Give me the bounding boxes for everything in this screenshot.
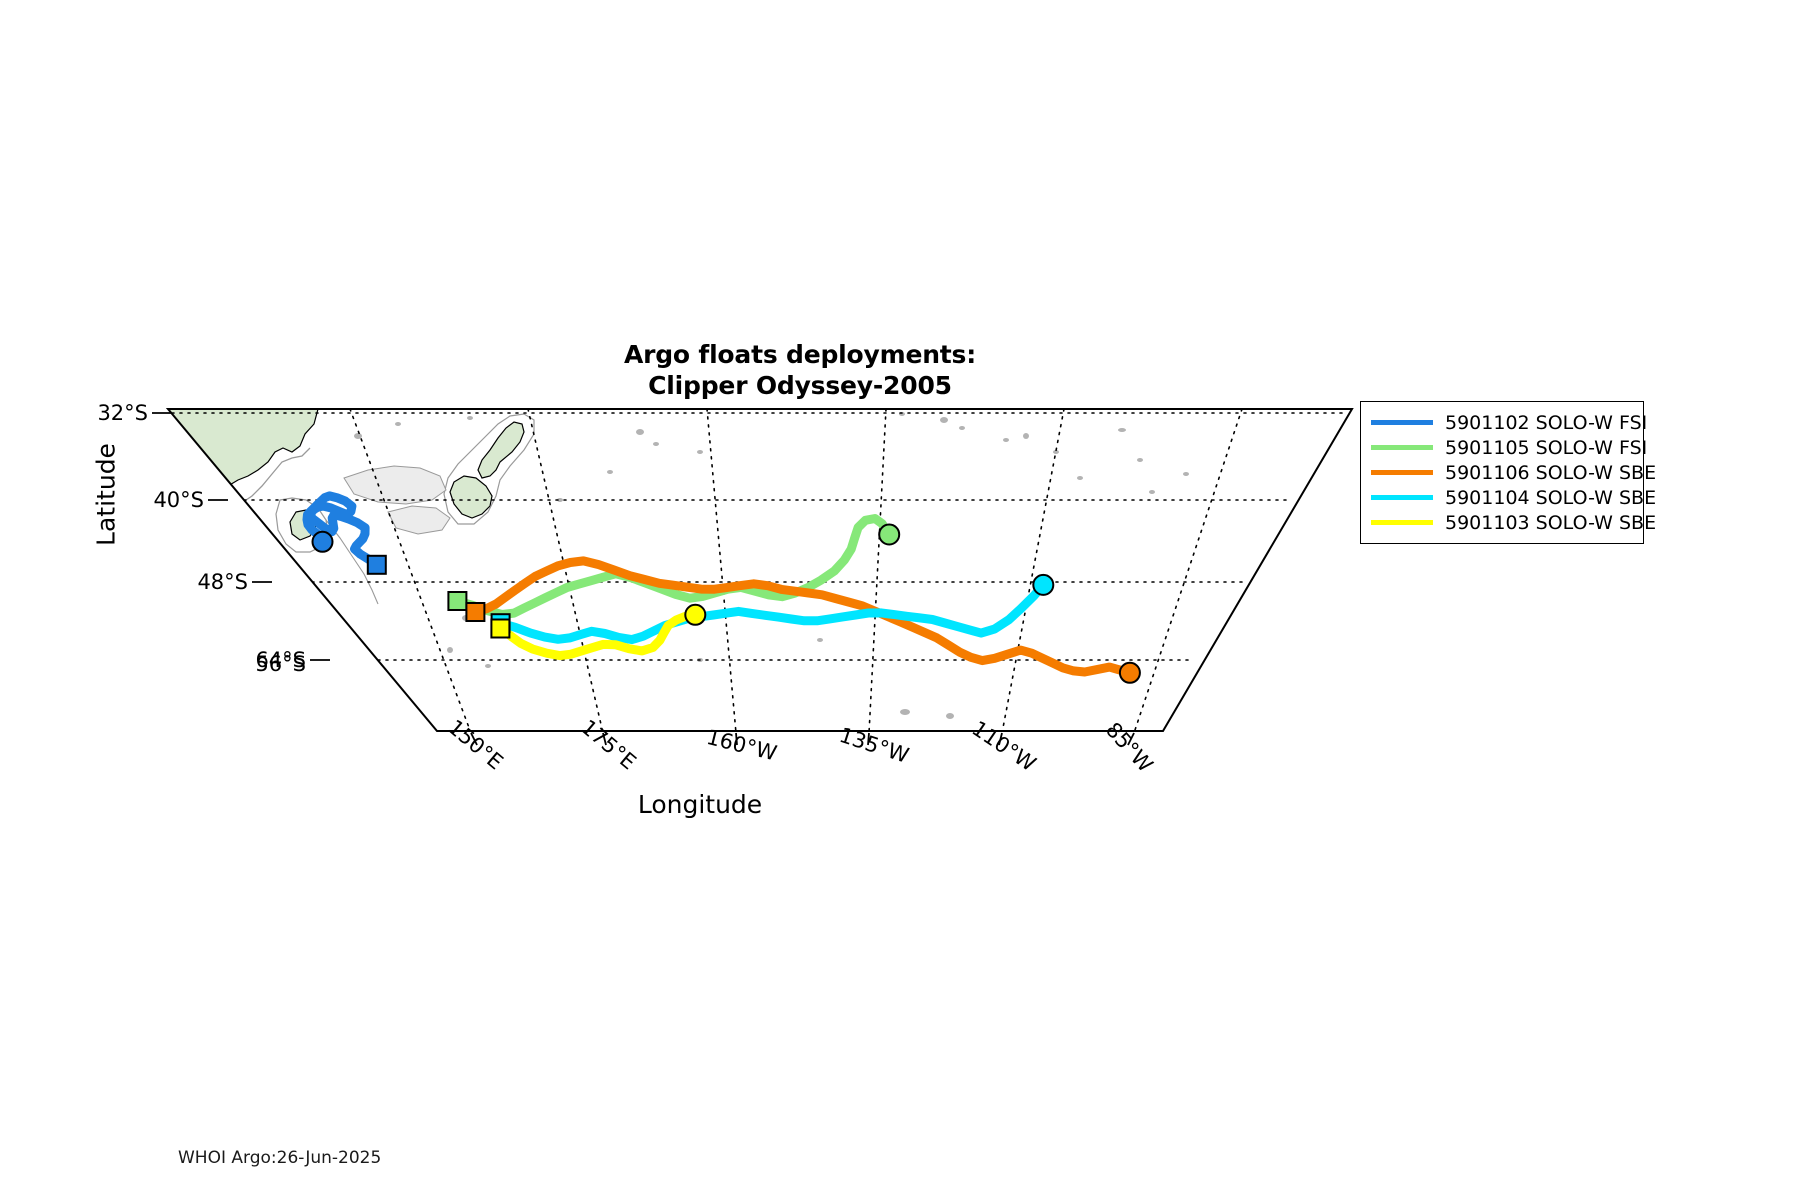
y-tick-label: 40°S [153, 488, 204, 512]
legend-item-label: 5901105 SOLO-W FSI [1445, 436, 1648, 459]
y-tick-label: 32°S [97, 401, 148, 425]
trajectory-end-marker [878, 523, 901, 546]
deployment-start-marker [366, 554, 387, 575]
legend-item-label: 5901102 SOLO-W FSI [1445, 411, 1648, 434]
trajectory-end-marker [1118, 661, 1141, 684]
y-tick-label: 56°S [255, 652, 306, 676]
shelf-campbell [387, 505, 451, 535]
x-axis-ticks [470, 732, 1135, 746]
land-new-zealand-north [477, 421, 525, 479]
land-antarctic-islands [253, 689, 319, 711]
legend-item[interactable]: 5901103 SOLO-W SBE [1371, 510, 1656, 535]
y-axis-title: Latitude [91, 443, 121, 546]
legend-color-swatch [1371, 520, 1433, 525]
trajectory-end-marker [684, 603, 707, 626]
legend: 5901102 SOLO-W FSI 5901105 SOLO-W FSI 59… [1360, 401, 1656, 544]
shelf-chatham [343, 465, 447, 505]
float-track [470, 556, 1135, 678]
title-line-2: Clipper Odyssey-2005 [648, 370, 952, 400]
legend-item-label: 5901104 SOLO-W SBE [1445, 486, 1657, 509]
float-track [452, 514, 894, 619]
chart-title: Argo floats deployments: Clipper Odyssey… [300, 340, 1300, 401]
shelf-antarctic-islands [237, 679, 335, 719]
legend-color-swatch [1371, 420, 1433, 425]
grid-meridians [349, 409, 1243, 731]
shelf-macquarie [325, 519, 379, 605]
map-canvas [168, 409, 1352, 731]
trajectory-end-marker [1032, 573, 1055, 596]
float-markers [311, 523, 1141, 684]
land-new-zealand-south [449, 475, 493, 519]
legend-item-label: 5901106 SOLO-W SBE [1445, 461, 1657, 484]
float-track [302, 491, 382, 570]
figure-footer: WHOI Argo:26-Jun-2025 [178, 1148, 382, 1168]
legend-color-swatch [1371, 495, 1433, 500]
legend-item[interactable]: 5901102 SOLO-W FSI [1371, 410, 1647, 435]
legend-color-swatch [1371, 470, 1433, 475]
legend-item[interactable]: 5901104 SOLO-W SBE [1371, 485, 1656, 510]
y-axis-ticks [152, 412, 330, 661]
float-trajectories [302, 491, 1135, 678]
legend-color-swatch [1371, 445, 1433, 450]
trajectory-end-marker [311, 530, 334, 553]
deployment-start-marker [447, 591, 468, 611]
deployment-start-marker [465, 602, 486, 622]
deployment-start-marker [490, 618, 511, 639]
float-track [495, 610, 700, 661]
legend-item[interactable]: 5901105 SOLO-W FSI [1371, 435, 1647, 460]
title-line-1: Argo floats deployments: [623, 340, 977, 369]
x-axis-title: Longitude [637, 790, 763, 819]
float-track [496, 580, 1048, 645]
legend-item-label: 5901103 SOLO-W SBE [1445, 511, 1657, 534]
y-tick-label: 64°S [255, 648, 306, 672]
y-tick-label: 48°S [197, 570, 248, 594]
y-tick-labels: 32°S 40°S 48°S 56°S 64°S [97, 401, 306, 676]
map-frame [165, 408, 1354, 732]
legend-item[interactable]: 5901106 SOLO-W SBE [1371, 460, 1656, 485]
